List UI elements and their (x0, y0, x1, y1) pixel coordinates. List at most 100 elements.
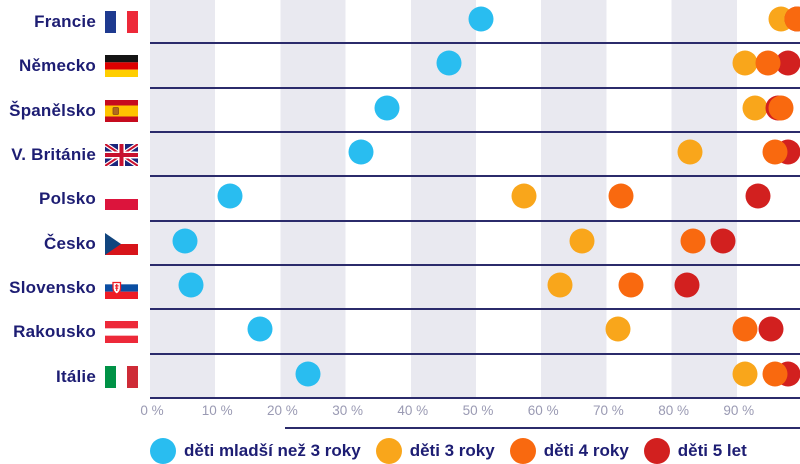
country-row: Německo (0, 44, 800, 89)
data-point-dot[interactable] (732, 50, 758, 76)
x-axis-tick-label: 20 % (267, 403, 298, 418)
flag-fr-icon (105, 11, 138, 34)
data-point-dot[interactable] (608, 183, 634, 209)
legend-item[interactable]: děti mladší než 3 roky (150, 438, 361, 464)
x-axis-tick-label: 0 % (140, 403, 164, 418)
data-point-dot[interactable] (742, 95, 768, 121)
country-label-cell: Španělsko (0, 89, 150, 133)
data-point-dot[interactable] (618, 272, 644, 298)
plot-area (150, 132, 800, 178)
legend-item[interactable]: děti 3 roky (375, 438, 495, 464)
data-point-dot[interactable] (762, 139, 788, 165)
country-row: Francie (0, 0, 800, 45)
chart-legend: děti mladší než 3 roky děti 3 roky děti 4 … (150, 438, 747, 464)
country-label-cell: Slovensko (0, 266, 150, 310)
country-row: Slovensko (0, 265, 800, 311)
data-point-dot[interactable] (569, 228, 595, 254)
x-axis-tick-label: 30 % (332, 403, 363, 418)
data-point-dot[interactable] (547, 272, 572, 298)
data-point-dot[interactable] (436, 50, 462, 76)
data-point-dot[interactable] (178, 272, 204, 298)
flag-pl-icon (105, 188, 138, 211)
data-point-dot[interactable] (217, 183, 243, 209)
country-label-cell: Česko (0, 222, 150, 266)
plot-area (150, 221, 800, 266)
data-point-dot[interactable] (762, 361, 788, 387)
x-axis-tick-label: 90 % (723, 403, 755, 418)
flag-es-icon (105, 99, 138, 122)
data-point-dot[interactable] (677, 139, 703, 165)
data-point-dot[interactable] (247, 316, 273, 342)
x-axis-tick-label: 40 % (397, 403, 429, 418)
legend-label: děti 3 roky (409, 441, 495, 460)
data-point-dot[interactable] (605, 316, 631, 342)
country-row: Polsko (0, 177, 800, 222)
country-row: Španělsko (0, 88, 800, 133)
data-point-dot[interactable] (745, 183, 771, 209)
data-point-dot[interactable] (374, 95, 400, 121)
country-label-cell: V. Británie (0, 133, 150, 177)
x-axis-tick-label: 80 % (658, 403, 689, 418)
data-point-dot[interactable] (732, 316, 758, 342)
country-row: V. Británie (0, 132, 800, 178)
x-axis-tick-label: 70 % (593, 403, 624, 418)
country-label: Itálie (56, 366, 96, 386)
flag-it-icon (105, 365, 138, 388)
data-point-dot[interactable] (348, 139, 374, 165)
country-label-cell: Německo (0, 44, 150, 88)
country-label-cell: Itálie (0, 355, 150, 399)
country-label: Francie (34, 12, 96, 32)
country-label-cell: Rakousko (0, 310, 150, 354)
country-label: Slovensko (9, 278, 96, 298)
country-label: V. Británie (11, 145, 96, 165)
country-label-cell: Francie (0, 0, 150, 44)
country-label: Polsko (39, 189, 96, 209)
flag-sk-icon (105, 277, 138, 300)
plot-area (150, 354, 800, 399)
data-point-dot[interactable] (755, 50, 781, 76)
plot-area (150, 88, 800, 133)
data-point-dot[interactable] (758, 316, 784, 342)
legend-label: děti 4 roky (543, 441, 629, 460)
legend-dot-icon (509, 438, 536, 464)
data-point-dot[interactable] (511, 183, 537, 209)
flag-de-icon (105, 55, 138, 78)
x-axis-tick-label: 50 % (462, 403, 494, 418)
legend-item[interactable]: děti 5 let (643, 438, 747, 464)
flag-gb-icon (105, 144, 138, 167)
legend-dot-icon (150, 438, 176, 464)
flag-at-icon (105, 321, 138, 344)
plot-area (150, 44, 800, 89)
data-point-dot[interactable] (680, 228, 706, 254)
legend-label: děti 5 let (677, 441, 747, 460)
plot-area (150, 310, 800, 355)
data-point-dot[interactable] (732, 361, 758, 387)
scatter-chart: Francie Německo Španělsko V. Británie Polsko… (0, 0, 800, 399)
x-axis-tick-label: 10 % (201, 403, 233, 418)
country-row: Rakousko (0, 310, 800, 355)
plot-area (150, 177, 800, 222)
legend-dot-icon (375, 438, 402, 464)
legend-item[interactable]: děti 4 roky (509, 438, 629, 464)
divider-line (285, 427, 800, 429)
x-axis-tick-label: 60 % (527, 403, 559, 418)
plot-area (150, 0, 800, 45)
data-point-dot[interactable] (768, 95, 794, 121)
legend-dot-icon (643, 438, 670, 464)
data-point-dot[interactable] (674, 272, 700, 298)
x-axis: 0 % 10 % 20 % 30 % 40 % 50 % 60 % 70 % 80 % 90 % (0, 403, 800, 423)
data-point-dot[interactable] (295, 361, 321, 387)
country-row: Itálie (0, 354, 800, 399)
data-point-dot[interactable] (710, 228, 735, 254)
country-label: Česko (43, 233, 96, 253)
country-label-cell: Polsko (0, 177, 150, 221)
data-point-dot[interactable] (784, 6, 800, 32)
data-point-dot[interactable] (468, 6, 494, 32)
plot-area (150, 265, 800, 311)
legend-label: děti mladší než 3 roky (184, 441, 361, 460)
country-label: Španělsko (9, 100, 96, 120)
country-label: Německo (19, 56, 96, 76)
flag-cz-icon (105, 232, 138, 255)
country-row: Česko (0, 221, 800, 266)
data-point-dot[interactable] (172, 228, 198, 254)
